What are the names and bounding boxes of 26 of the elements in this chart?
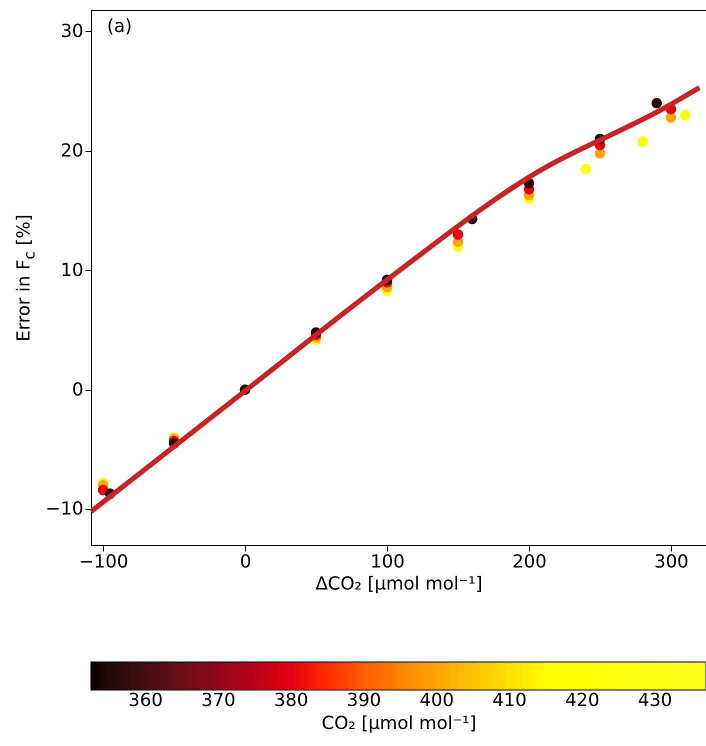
y-tick-label: 20 bbox=[60, 140, 84, 162]
annotation: (a) bbox=[107, 16, 132, 37]
x-tick-label: 300 bbox=[654, 552, 689, 572]
color-bar-label: 430 bbox=[638, 690, 672, 711]
point bbox=[452, 229, 464, 240]
x-tick-label: 200 bbox=[512, 552, 547, 572]
x-axis-title: ΔCO₂ [μmol mol⁻¹] bbox=[315, 574, 483, 594]
color-bar-label: 370 bbox=[201, 690, 236, 711]
point bbox=[680, 110, 690, 120]
color-bar-title: CO₂ [μmol mol⁻¹] bbox=[322, 713, 476, 734]
point bbox=[637, 136, 648, 147]
point bbox=[580, 164, 591, 174]
x-tick-label: −100 bbox=[78, 552, 128, 572]
y-tick-label: 0 bbox=[72, 379, 84, 400]
y-tick-label: −10 bbox=[46, 498, 84, 520]
color-bar-label: 390 bbox=[346, 690, 382, 711]
color-bar-label: 420 bbox=[565, 690, 600, 711]
color-bar-label: 380 bbox=[274, 690, 308, 711]
x-tick-label: 100 bbox=[370, 552, 405, 572]
y-tick-label: 10 bbox=[60, 260, 84, 281]
color-bar-label: 400 bbox=[420, 690, 454, 711]
color-bar-label: 410 bbox=[492, 690, 527, 711]
point bbox=[651, 98, 662, 108]
y-tick-label: 30 bbox=[60, 20, 84, 42]
x-tick-label: 0 bbox=[240, 552, 252, 572]
color-bar-label: 360 bbox=[128, 690, 163, 711]
